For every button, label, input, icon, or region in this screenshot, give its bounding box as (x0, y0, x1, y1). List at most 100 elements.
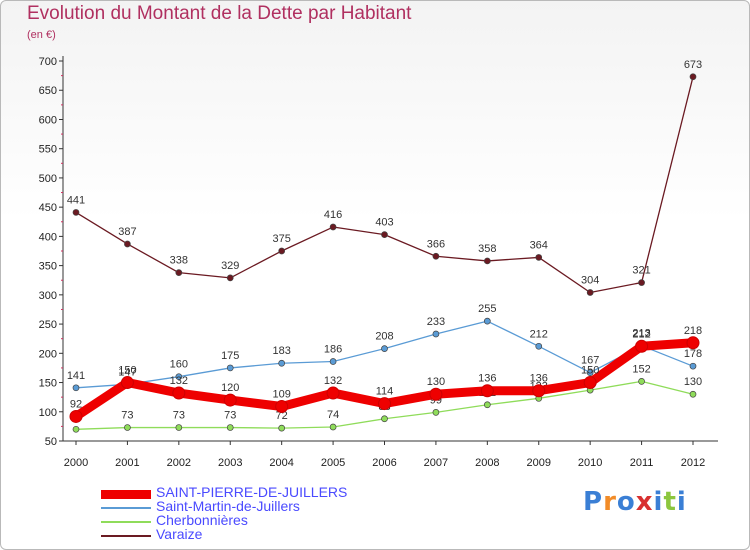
data-label: 120 (221, 382, 239, 394)
data-point (686, 336, 700, 350)
data-point (483, 257, 491, 265)
x-tick-label: 2006 (372, 457, 396, 469)
data-point (175, 269, 183, 276)
data-label: 178 (684, 348, 702, 360)
data-point (381, 345, 388, 352)
data-label: 213 (632, 328, 650, 340)
data-label: 72 (276, 410, 288, 422)
data-label: 109 (272, 389, 290, 401)
y-tick-label: 200 (39, 348, 57, 360)
data-label: 673 (684, 59, 702, 71)
data-point (278, 359, 286, 367)
data-point (532, 384, 546, 398)
legend-label: Varaize (156, 526, 203, 542)
data-label: 73 (121, 410, 133, 422)
data-point (483, 317, 491, 325)
x-tick-label: 2004 (269, 457, 293, 469)
legend: SAINT-PIERRE-DE-JUILLERS Saint-Martin-de-… (101, 484, 401, 542)
data-label: 338 (170, 255, 188, 267)
data-label: 150 (118, 365, 136, 377)
data-label: 74 (327, 409, 339, 421)
data-label: 130 (427, 376, 445, 388)
data-label: 114 (376, 386, 394, 398)
data-label: 208 (375, 331, 393, 343)
data-point (483, 401, 491, 409)
data-point (329, 358, 337, 365)
proxiti-logo: Proxiti (583, 487, 687, 517)
legend-label: Cherbonnières (156, 512, 248, 528)
data-label: 329 (221, 260, 239, 272)
data-label: 364 (530, 239, 548, 251)
logo-letter: x (635, 487, 654, 517)
data-label: 212 (632, 328, 650, 340)
data-label: 136 (478, 373, 496, 385)
data-label: 167 (581, 355, 599, 367)
x-tick-label: 2012 (681, 457, 705, 469)
data-point (432, 409, 440, 416)
x-tick-label: 2000 (64, 457, 88, 469)
data-point (535, 254, 543, 261)
data-label: 233 (427, 316, 445, 328)
x-tick-label: 2008 (475, 457, 499, 469)
legend-label: Saint-Martin-de-Juillers (156, 498, 300, 514)
data-point (535, 342, 543, 350)
data-point (381, 231, 388, 238)
x-tick-label: 2011 (630, 457, 654, 469)
data-label: 212 (530, 328, 548, 340)
data-label: 416 (324, 209, 342, 221)
y-tick-label: 600 (39, 114, 57, 126)
data-label: 387 (118, 226, 136, 238)
y-tick-label: 400 (39, 231, 57, 243)
data-point (689, 362, 697, 370)
data-point (586, 369, 594, 376)
data-label: 186 (324, 343, 342, 355)
data-point (124, 240, 131, 248)
data-label: 130 (684, 376, 702, 388)
y-tick-label: 700 (39, 56, 57, 68)
data-label: 92 (70, 398, 82, 410)
data-label: 150 (581, 365, 599, 377)
data-point (329, 423, 337, 431)
data-point (329, 223, 337, 231)
data-point (124, 424, 131, 431)
data-point (275, 400, 289, 414)
legend-label: SAINT-PIERRE-DE-JUILLERS (156, 484, 348, 500)
data-point (175, 373, 183, 381)
legend-item: SAINT-PIERRE-DE-JUILLERS (101, 484, 401, 500)
data-point (689, 73, 697, 81)
data-label: 147 (118, 366, 136, 378)
data-point (381, 415, 388, 423)
x-tick-label: 2003 (218, 457, 242, 469)
data-label: 152 (632, 363, 650, 375)
legend-item: Varaize (101, 526, 401, 542)
data-point (72, 425, 80, 433)
y-tick-label: 100 (39, 407, 57, 419)
data-point (480, 384, 494, 398)
x-tick-label: 2007 (424, 457, 448, 469)
data-label: 183 (272, 345, 290, 357)
x-tick-label: 2002 (167, 457, 191, 469)
x-tick-label: 2009 (527, 457, 551, 469)
data-label: 175 (221, 350, 239, 362)
data-label: 141 (67, 370, 85, 382)
logo-letter: i (653, 487, 664, 517)
data-label: 160 (170, 359, 188, 371)
data-point (378, 397, 391, 411)
data-point (586, 289, 594, 296)
data-label: 73 (173, 410, 185, 422)
data-point (69, 409, 83, 423)
data-point (223, 393, 237, 407)
data-label: 73 (224, 410, 236, 422)
legend-item: Saint-Martin-de-Juillers (101, 498, 401, 514)
data-point (432, 252, 440, 260)
logo-letter: r (603, 487, 617, 517)
data-point (172, 386, 186, 400)
data-point (689, 390, 697, 398)
data-label: 358 (478, 243, 496, 255)
data-label: 366 (427, 238, 445, 250)
data-label: 441 (67, 194, 85, 206)
logo-letter: t (663, 487, 677, 517)
y-tick-label: 350 (39, 261, 57, 273)
